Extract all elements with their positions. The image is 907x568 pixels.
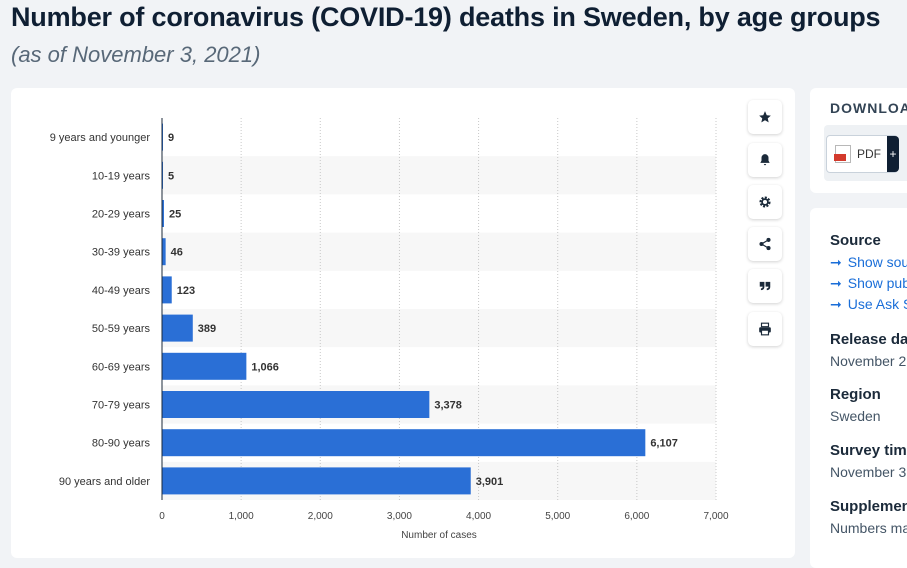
- page-subtitle: (as of November 3, 2021): [11, 42, 261, 67]
- category-label: 9 years and younger: [50, 132, 151, 144]
- download-panel: DOWNLOA PDF +: [810, 88, 907, 193]
- pdf-label: PDF: [857, 147, 881, 161]
- pdf-download-button[interactable]: PDF +: [826, 135, 899, 173]
- bar: [162, 276, 172, 304]
- show-source-link[interactable]: ➞ Show sou: [830, 254, 907, 271]
- category-label: 10-19 years: [92, 170, 151, 182]
- chart-card: 9 years and younger 9 10-19 years 5 20-29 ye…: [11, 88, 795, 558]
- category-label: 90 years and older: [59, 476, 150, 488]
- x-tick-label: 7,000: [703, 511, 728, 522]
- value-label: 25: [169, 209, 181, 221]
- show-publisher-link[interactable]: ➞ Show pub: [830, 275, 907, 292]
- supplementary-heading: Supplemen: [830, 498, 907, 515]
- survey-time-value: November 3: [830, 464, 907, 480]
- notification-button[interactable]: [748, 143, 782, 177]
- category-label: 70-79 years: [92, 400, 151, 412]
- statistic-details-panel: Source ➞ Show sou ➞ Show pub ➞ Use Ask S Re…: [810, 208, 907, 568]
- page-title: Number of coronavirus (COVID-19) deaths …: [11, 2, 881, 32]
- value-label: 6,107: [650, 438, 678, 450]
- x-axis-title: Number of cases: [401, 530, 477, 541]
- arrow-right-icon: ➞: [830, 296, 842, 312]
- quote-icon: [759, 281, 771, 291]
- share-button[interactable]: [748, 227, 782, 261]
- bar: [162, 238, 166, 266]
- row-stripe: [162, 309, 716, 348]
- show-source-label: Show sou: [847, 254, 907, 270]
- category-label: 80-90 years: [92, 438, 151, 450]
- bar: [162, 352, 247, 380]
- arrow-right-icon: ➞: [830, 275, 842, 291]
- category-label: 30-39 years: [92, 247, 151, 259]
- bookmark-button[interactable]: [748, 100, 782, 134]
- supplementary-value: Numbers ma: [830, 520, 907, 536]
- category-label: 60-69 years: [92, 361, 151, 373]
- share-icon: [759, 237, 771, 251]
- category-label: 50-59 years: [92, 323, 151, 335]
- value-label: 1,066: [251, 361, 279, 373]
- category-label: 20-29 years: [92, 209, 151, 221]
- x-tick-label: 3,000: [387, 511, 412, 522]
- value-label: 9: [168, 132, 174, 144]
- settings-button[interactable]: [748, 185, 782, 219]
- category-label: 40-49 years: [92, 285, 151, 297]
- value-label: 123: [177, 285, 195, 297]
- plus-icon: +: [887, 136, 899, 172]
- value-label: 3,901: [476, 476, 504, 488]
- bar: [162, 429, 646, 457]
- arrow-right-icon: ➞: [830, 254, 842, 270]
- gear-icon: [759, 196, 771, 208]
- region-value: Sweden: [830, 408, 881, 424]
- ask-statista-label: Use Ask S: [847, 296, 907, 312]
- star-icon: [759, 111, 771, 123]
- bar: [162, 467, 471, 495]
- ask-statista-link[interactable]: ➞ Use Ask S: [830, 296, 907, 313]
- bar-chart: 9 years and younger 9 10-19 years 5 20-29 ye…: [50, 118, 729, 541]
- region-heading: Region: [830, 386, 881, 403]
- print-button[interactable]: [748, 312, 782, 346]
- row-stripe: [162, 232, 716, 271]
- x-tick-label: 5,000: [545, 511, 570, 522]
- x-tick-label: 6,000: [624, 511, 649, 522]
- bar: [162, 391, 430, 418]
- value-label: 389: [198, 323, 216, 335]
- value-label: 46: [171, 247, 183, 259]
- x-tick-label: 1,000: [229, 511, 254, 522]
- release-date-heading: Release da: [830, 331, 907, 348]
- bar: [162, 200, 164, 227]
- download-heading: DOWNLOA: [830, 100, 907, 116]
- value-label: 5: [168, 170, 174, 182]
- value-label: 3,378: [434, 400, 462, 412]
- cite-button[interactable]: [748, 269, 782, 303]
- bell-icon: [760, 154, 770, 166]
- x-tick-label: 0: [159, 511, 165, 522]
- survey-time-heading: Survey tim: [830, 442, 907, 459]
- row-stripe: [162, 156, 716, 195]
- pdf-file-icon: [834, 145, 851, 163]
- release-date-value: November 2: [830, 353, 907, 369]
- x-tick-label: 4,000: [466, 511, 491, 522]
- bar: [162, 314, 193, 342]
- show-publisher-label: Show pub: [847, 275, 907, 291]
- x-tick-label: 2,000: [308, 511, 333, 522]
- print-icon: [759, 322, 771, 336]
- source-heading: Source: [830, 232, 881, 249]
